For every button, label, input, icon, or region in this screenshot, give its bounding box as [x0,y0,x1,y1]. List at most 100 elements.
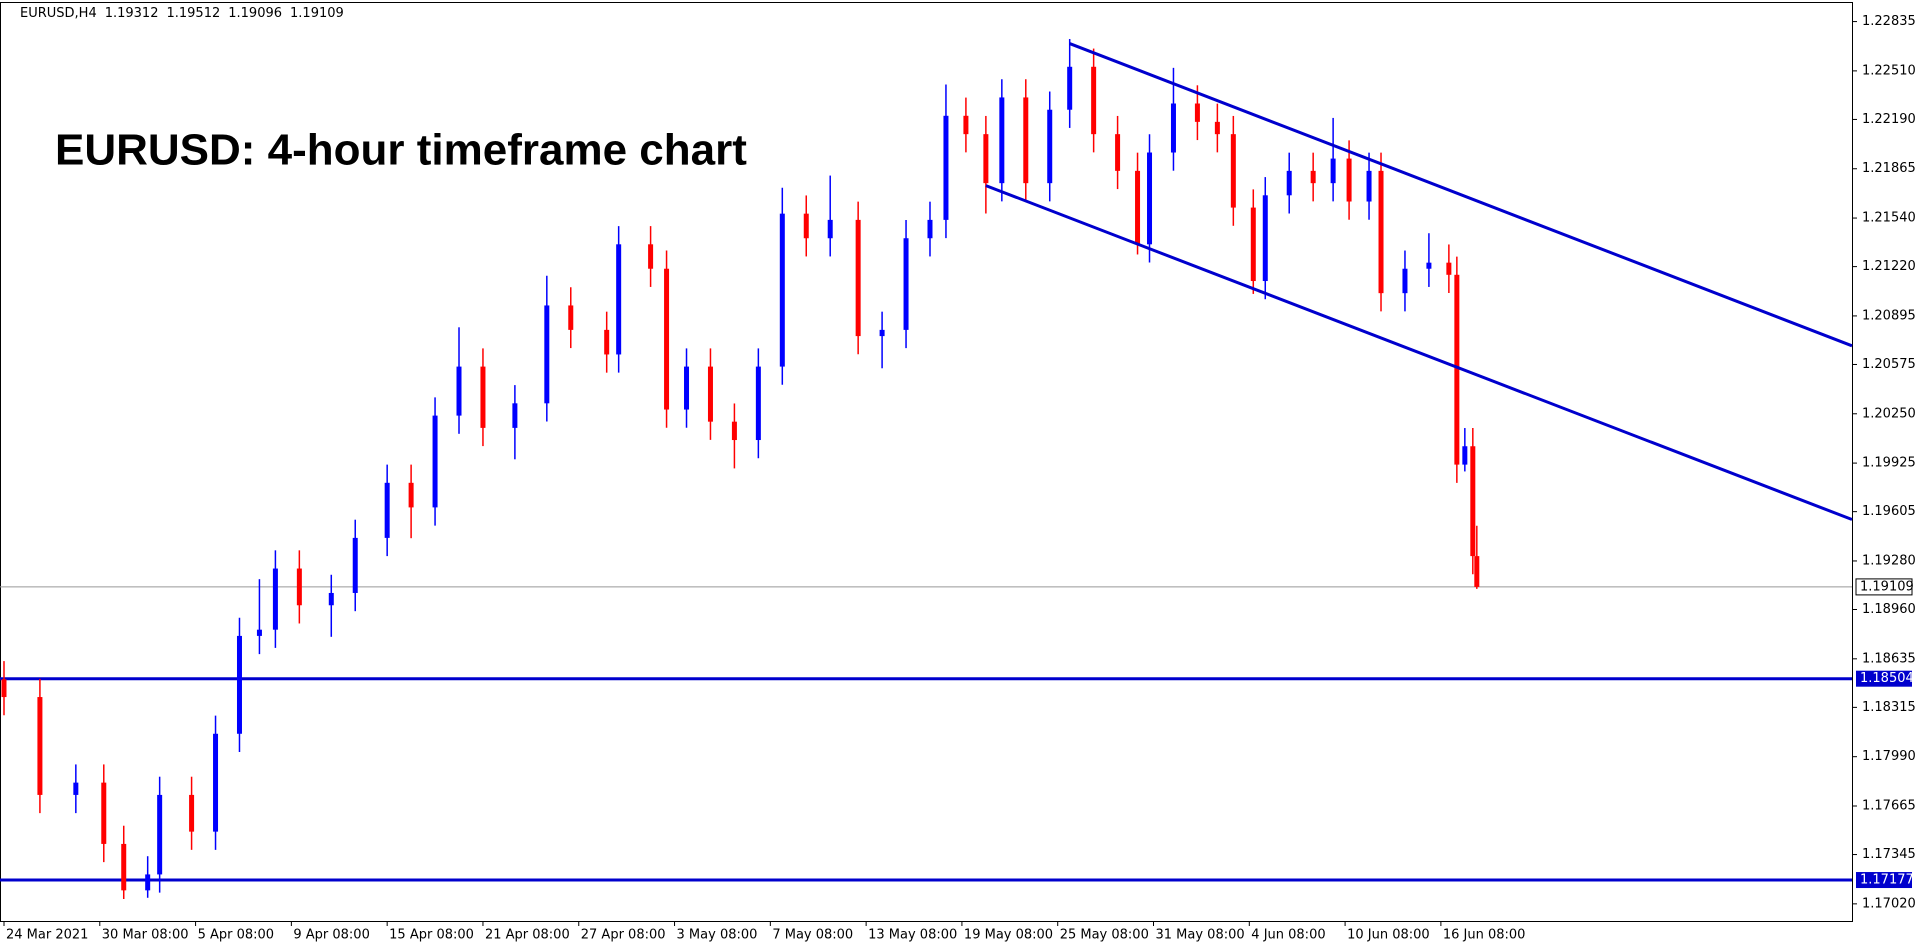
x-tick-label: 9 Apr 08:00 [293,928,370,943]
channel-line [985,184,1853,521]
y-tick-label: 1.21540 [1862,211,1916,226]
candle-body [943,115,949,220]
candle-body [803,213,809,239]
plot-frame [0,2,1853,922]
candle-body [157,794,163,875]
candle-body [296,568,302,606]
candle-body [1310,170,1316,184]
candle-body [963,115,969,135]
symbol: EURUSD,H4 [20,6,97,21]
y-tick-label: 1.22510 [1862,63,1916,78]
candle-body [684,366,690,410]
candle-body [855,219,861,337]
candle-body [1446,262,1452,275]
y-tick-label: 1.20575 [1862,357,1916,372]
candle-body [145,874,151,891]
candle-body [328,592,334,606]
candle-body [1462,446,1468,465]
candle-body [1194,103,1200,122]
candle-body [121,843,127,891]
candle-body [1170,103,1176,153]
x-tick-label: 5 Apr 08:00 [198,928,274,943]
y-tick-label: 1.20250 [1862,406,1916,421]
x-tick-label: 3 May 08:00 [677,928,758,943]
candle-body [707,366,713,422]
y-tick-label: 1.17990 [1862,749,1916,764]
candle-body [927,219,933,239]
candle-body [37,697,43,795]
y-tick-label: 1.17665 [1862,798,1916,813]
candle-body [189,794,195,832]
candle-body [1286,170,1292,196]
candle-body [1135,170,1141,245]
candle-body [73,782,79,795]
candle-body [648,244,654,269]
x-tick-label: 15 Apr 08:00 [389,928,474,943]
candle-body [480,366,486,428]
header-open: 1.19312 [105,6,159,21]
candle-body [1214,121,1220,135]
y-tick-label: 1.17345 [1862,847,1916,862]
x-tick-label: 19 May 08:00 [964,928,1053,943]
candle-body [568,305,574,330]
x-tick-label: 16 Jun 08:00 [1443,928,1526,943]
candle-body [1426,262,1432,269]
level-label-box [1856,872,1912,889]
x-tick-label: 25 May 08:00 [1060,928,1149,943]
candle-body [1470,446,1476,557]
candle-body [1023,97,1029,184]
header-high: 1.19512 [166,6,220,21]
current-price-box [1855,578,1913,596]
candle-body [604,329,610,355]
candle-body [999,97,1005,184]
candle-body [755,366,761,441]
candle-body [256,629,262,636]
candle-body [1047,109,1053,184]
candle-body [101,782,107,844]
y-tick-label: 1.19925 [1862,456,1916,471]
candle-body [272,568,278,630]
level-label-box [1856,670,1912,687]
y-tick-label: 1.21865 [1862,161,1916,176]
x-tick-label: 10 Jun 08:00 [1347,928,1430,943]
x-tick-label: 13 May 08:00 [868,928,957,943]
candle-body [352,537,358,593]
candle-body [213,733,219,832]
header-close: 1.19109 [290,6,344,21]
candle-body [879,329,885,337]
level-label: 1.17177 [1860,873,1914,888]
candle-body [1,679,7,698]
y-tick-label: 1.21220 [1862,259,1916,274]
x-tick-label: 27 Apr 08:00 [581,928,666,943]
y-tick-label: 1.22190 [1862,112,1916,127]
candle-body [456,366,462,416]
candle-body [983,134,989,184]
candle-body [616,244,622,355]
header-low: 1.19096 [228,6,282,21]
y-tick-label: 1.19605 [1862,504,1916,519]
candle-body [1346,158,1352,202]
x-tick-label: 24 Mar 2021 [6,928,88,943]
candle-body [432,415,438,508]
candle-body [1250,207,1256,282]
candle-body [1454,274,1460,465]
candle-body [827,219,833,239]
y-tick-label: 1.19280 [1862,553,1916,568]
y-tick-label: 1.18315 [1862,700,1916,715]
candle-body [664,268,670,410]
candle-body [1067,66,1073,110]
candle-body [408,482,414,508]
candle-body [1330,158,1336,184]
y-tick-label: 1.20895 [1862,308,1916,323]
candle-body [1366,170,1372,202]
candle-body [544,305,550,404]
candle-body [1091,66,1097,135]
y-tick-label: 1.17020 [1862,896,1916,911]
candle-body [1402,268,1408,294]
candle-body [1230,134,1236,208]
candle-body [731,421,737,441]
candle-body [1378,170,1384,294]
candle-body [903,238,909,330]
